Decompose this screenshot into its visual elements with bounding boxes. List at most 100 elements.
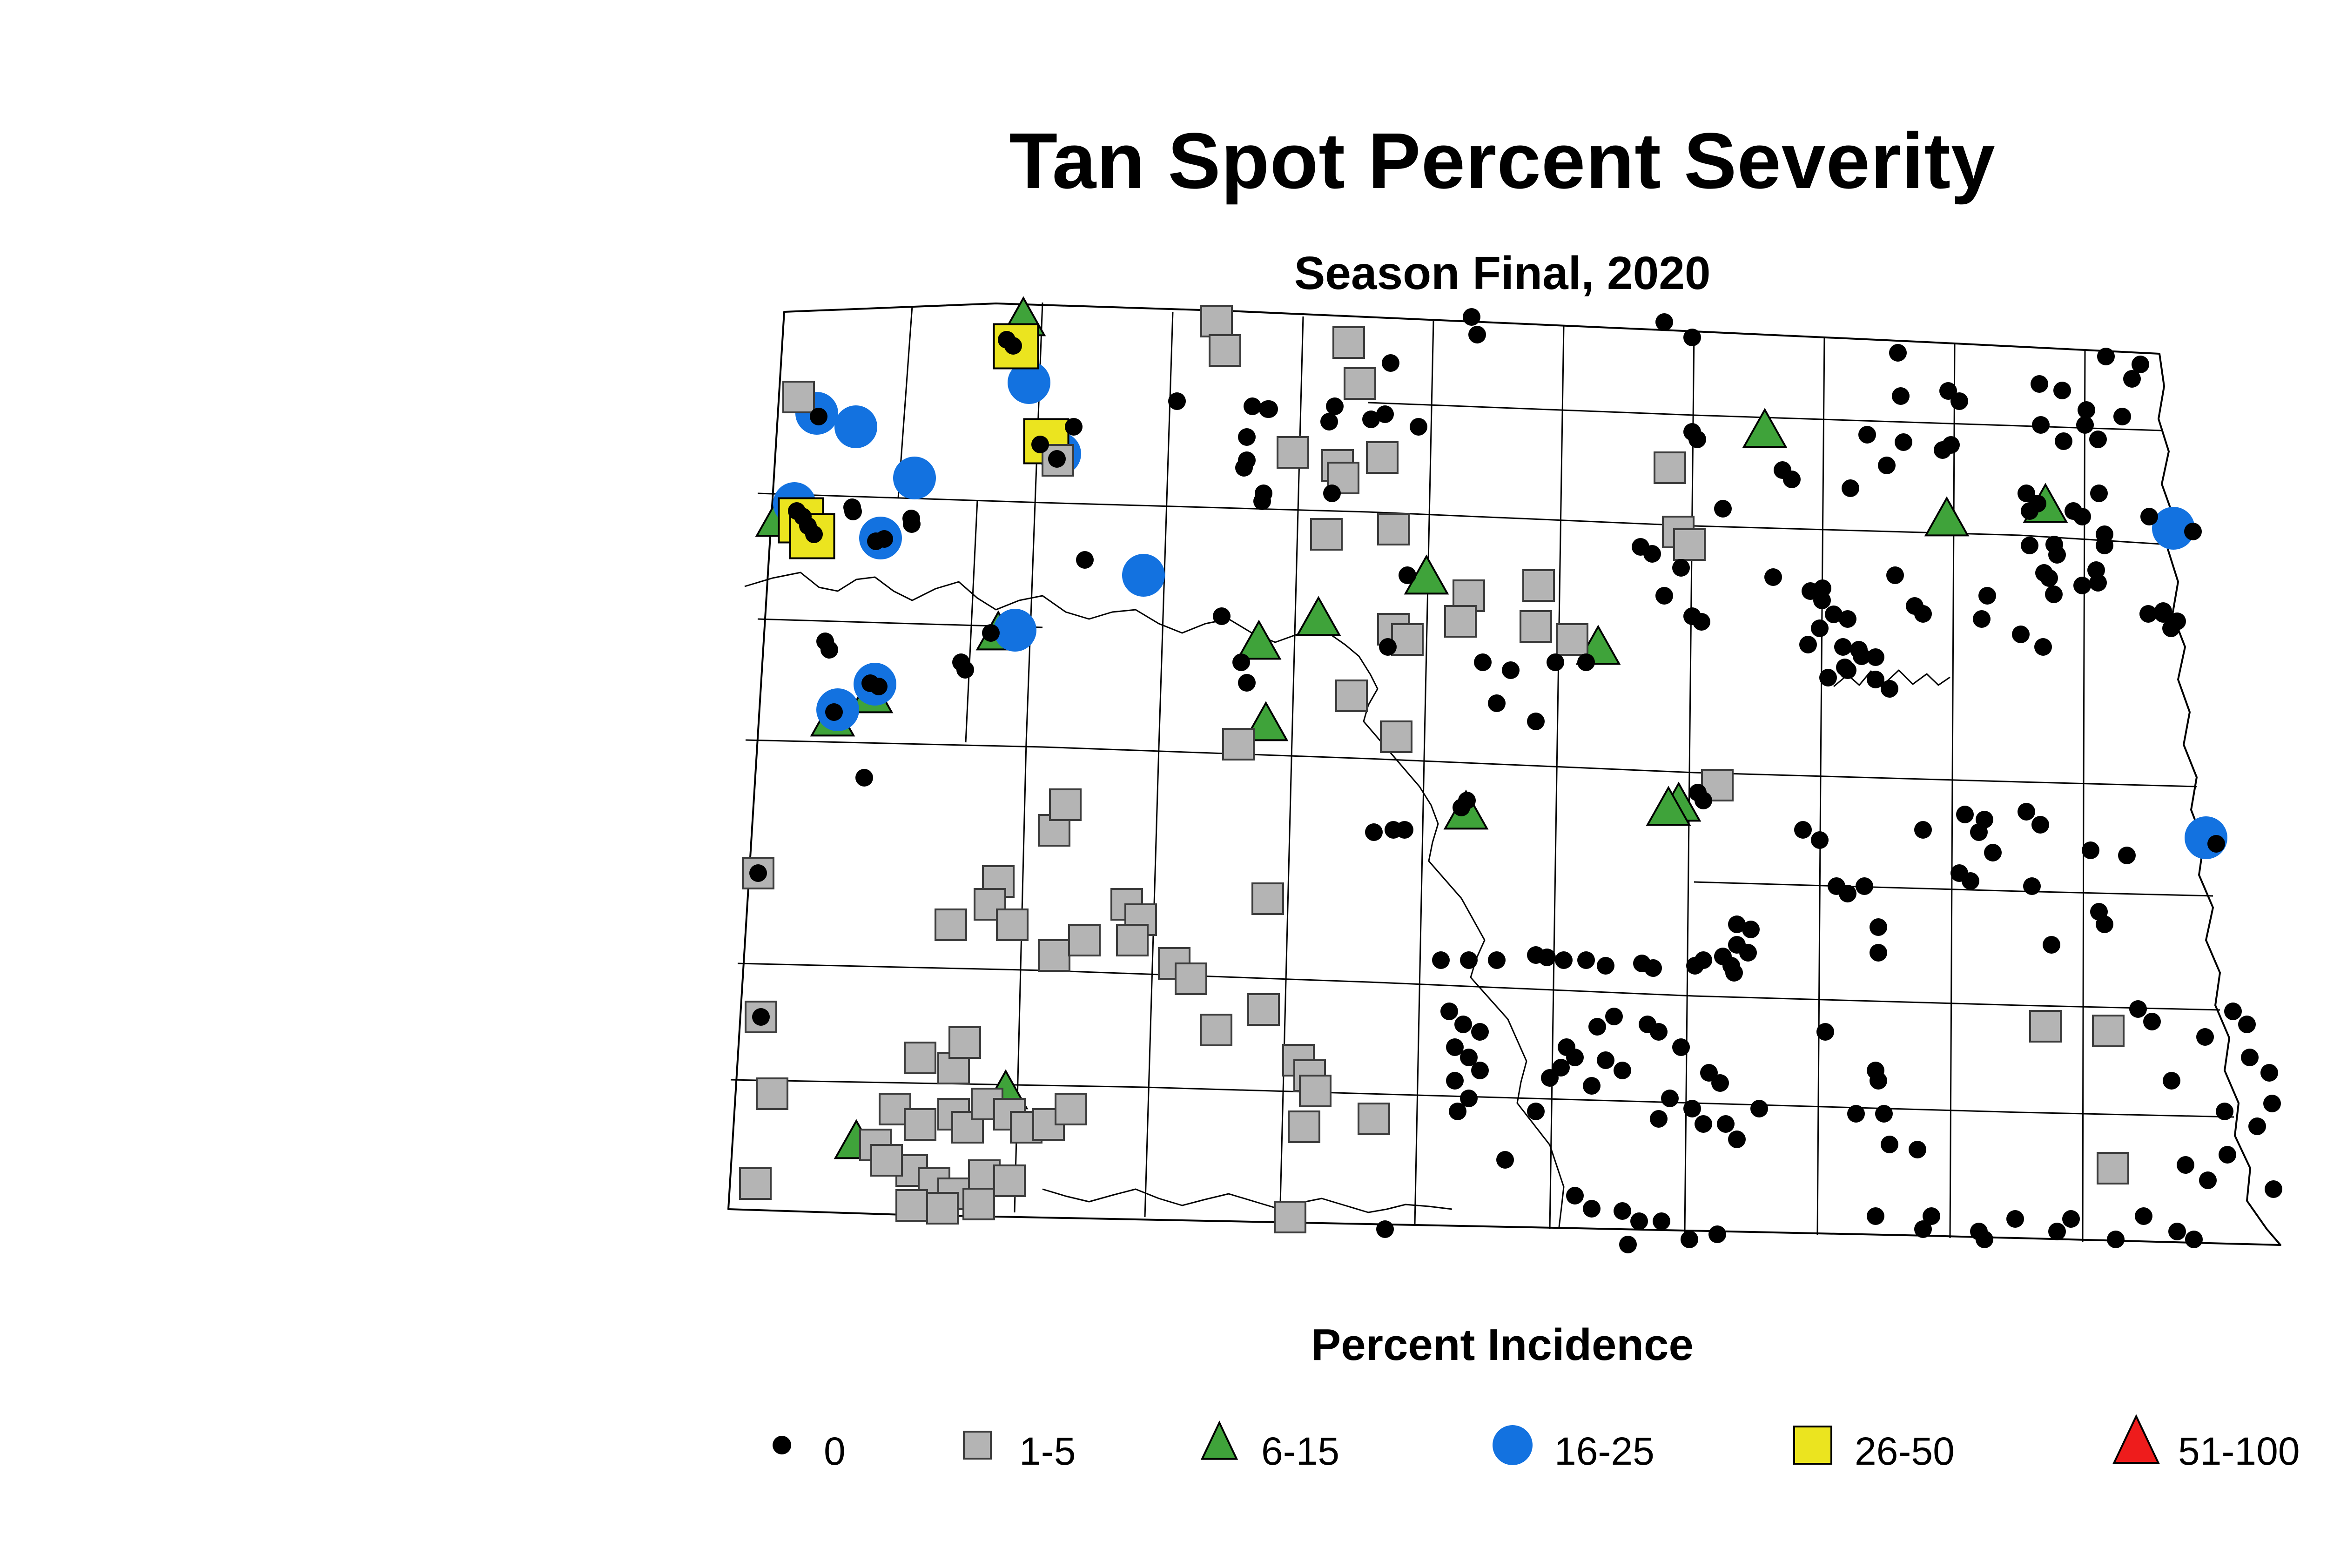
marker-16-25 [994, 609, 1036, 652]
marker-6-15 [1296, 596, 1341, 636]
chart-title: Tan Spot Percent Severity [1009, 117, 1996, 205]
marker-0 [1597, 1051, 1614, 1069]
marker-1-5 [1277, 436, 1309, 469]
marker-0 [1970, 823, 1988, 841]
marker-0 [2248, 1117, 2266, 1135]
marker-1-5 [1247, 993, 1280, 1026]
marker-0 [1836, 659, 1854, 676]
marker-0 [2031, 375, 2048, 393]
marker-0 [1739, 944, 1757, 962]
legend-title: Percent Incidence [1311, 1320, 1694, 1370]
marker-0 [2073, 508, 2091, 525]
marker-0 [1650, 1023, 1668, 1041]
marker-0 [821, 641, 838, 659]
marker-0 [1376, 405, 1394, 423]
marker-0 [749, 864, 767, 882]
marker-1-5 [1049, 788, 1082, 821]
marker-0 [1714, 500, 1732, 518]
marker-0 [825, 703, 843, 721]
marker-1-5 [1366, 441, 1399, 474]
marker-0 [2021, 537, 2038, 554]
marker-0 [2196, 1028, 2214, 1046]
marker-0 [1839, 885, 1856, 902]
marker-0 [2031, 816, 2049, 834]
marker-0 [2199, 1171, 2217, 1189]
marker-0 [2082, 841, 2099, 859]
marker-0 [1672, 559, 1690, 577]
marker-0 [1460, 951, 1478, 969]
marker-0 [1449, 1103, 1466, 1120]
marker-0 [2062, 1210, 2080, 1228]
marker-0 [1323, 485, 1341, 502]
legend-red-triangle-icon [2112, 1414, 2160, 1464]
marker-0 [1914, 821, 1932, 839]
marker-0 [1688, 431, 1706, 448]
marker-0 [1764, 568, 1782, 586]
marker-0 [1811, 619, 1829, 637]
marker-1-5 [2029, 1010, 2062, 1043]
marker-0 [1597, 957, 1614, 975]
marker-0 [2076, 416, 2094, 434]
chart-subtitle: Season Final, 2020 [1294, 247, 1711, 299]
marker-1-5 [739, 1167, 772, 1200]
marker-0 [1976, 1231, 1993, 1248]
marker-1-5 [1358, 1103, 1390, 1135]
marker-0 [2207, 835, 2225, 853]
legend-label: 0 [824, 1429, 846, 1473]
marker-0 [1914, 1220, 1932, 1238]
marker-1-5 [1116, 924, 1149, 956]
marker-0 [1460, 1090, 1478, 1107]
marker-0 [2140, 508, 2158, 525]
marker-0 [1468, 326, 1486, 343]
marker-0 [2135, 1207, 2152, 1225]
marker-0 [1867, 671, 1884, 688]
marker-0 [2043, 936, 2060, 954]
marker-0 [2263, 1095, 2281, 1112]
marker-0 [1973, 610, 1991, 628]
legend-blue-circle-icon [1493, 1425, 1533, 1465]
marker-0 [752, 1008, 770, 1026]
marker-0 [1889, 344, 1907, 362]
marker-6-15 [1646, 786, 1691, 826]
marker-0 [1048, 450, 1066, 468]
series-0 [749, 308, 2282, 1253]
marker-0 [1432, 951, 1450, 969]
legend-label: 1-5 [1019, 1429, 1076, 1473]
marker-0 [2018, 803, 2035, 821]
marker-0 [1655, 313, 1673, 331]
marker-0 [2048, 1223, 2066, 1240]
marker-1-5 [1175, 962, 1207, 995]
marker-0 [2177, 1156, 2194, 1174]
marker-1-5 [1274, 1201, 1306, 1233]
marker-0 [2012, 626, 2030, 643]
marker-0 [1460, 1049, 1478, 1066]
marker-0 [1244, 397, 1261, 415]
marker-1-5 [1068, 924, 1101, 956]
marker-0 [1728, 1131, 1746, 1148]
marker-0 [1238, 674, 1256, 692]
marker-0 [1471, 1023, 1489, 1041]
marker-1-5 [1335, 680, 1368, 712]
marker-0 [843, 498, 861, 516]
marker-0 [2185, 1231, 2203, 1248]
marker-0 [1683, 329, 1701, 346]
marker-0 [2034, 638, 2052, 656]
marker-0 [2090, 485, 2108, 502]
marker-0 [1799, 636, 1817, 653]
marker-0 [1385, 821, 1402, 839]
marker-0 [2055, 432, 2072, 450]
marker-1-5 [1200, 1014, 1232, 1046]
marker-0 [2123, 370, 2141, 388]
marker-0 [1870, 1072, 1887, 1090]
legend-marker-51-100 [2112, 1414, 2160, 1464]
marker-0 [1566, 1049, 1584, 1066]
marker-0 [1693, 613, 1710, 631]
marker-0 [1619, 1236, 1637, 1253]
marker-6-15 [1236, 619, 1282, 660]
marker-1-5 [1391, 623, 1424, 656]
marker-0 [1984, 844, 2002, 861]
marker-0 [2096, 525, 2113, 543]
missouri-river [744, 572, 1950, 1227]
marker-0 [1527, 1103, 1545, 1120]
marker-0 [2096, 915, 2113, 933]
